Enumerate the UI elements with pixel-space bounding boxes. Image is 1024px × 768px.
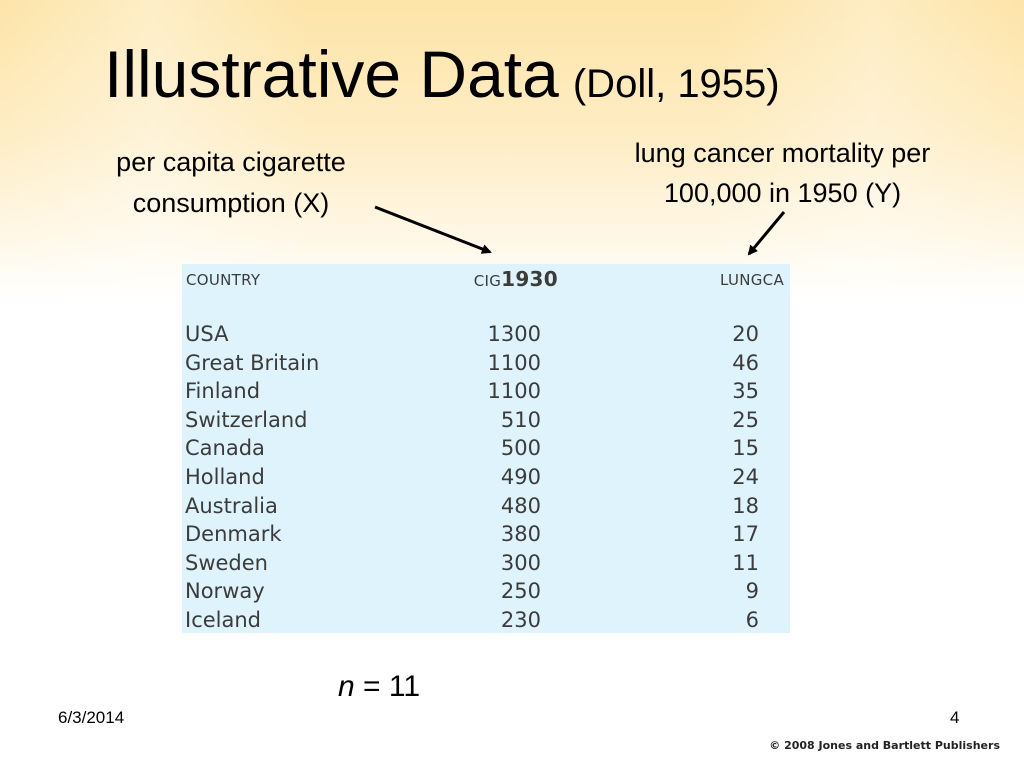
- arrow-to-cig-column: [374, 205, 492, 254]
- cell-lungca: 25: [732, 407, 759, 432]
- cell-lungca: 24: [732, 464, 759, 489]
- title-main: Illustrative Data: [104, 37, 559, 111]
- sample-size-value: = 11: [354, 670, 421, 703]
- cell-country: Sweden: [185, 550, 268, 575]
- slide-background: [0, 0, 1024, 300]
- cell-country: Switzerland: [185, 407, 308, 432]
- cell-lungca: 11: [732, 550, 759, 575]
- cell-country: Finland: [185, 379, 261, 404]
- header-country: COUNTRY: [186, 271, 261, 289]
- header-cig1930: CIG1930: [474, 267, 558, 291]
- cell-cig: 250: [500, 579, 541, 604]
- table-row: Finland 1100 35: [182, 377, 790, 406]
- table-row: Sweden 300 11: [182, 549, 790, 578]
- cell-cig: 300: [500, 550, 541, 575]
- copyright-notice: © 2008 Jones and Bartlett Publishers: [769, 739, 1000, 752]
- cell-cig: 480: [500, 493, 541, 518]
- pointer-arrows: [374, 205, 786, 256]
- cell-cig: 490: [500, 464, 541, 489]
- cell-lungca: 6: [745, 607, 759, 632]
- y-label-line-1: lung cancer mortality per: [634, 138, 931, 168]
- cell-cig: 380: [500, 522, 541, 547]
- cell-lungca: 9: [745, 579, 759, 604]
- table-row: Iceland 230 6: [182, 606, 790, 635]
- cell-cig: 500: [500, 436, 541, 461]
- header-lungca: LUNGCA: [720, 271, 784, 289]
- sample-size-label: n = 11: [338, 670, 420, 704]
- slide-page-number: 4: [950, 708, 960, 727]
- slide-background-band: [0, 0, 1024, 300]
- table-row: Holland 490 24: [182, 463, 790, 492]
- table-row: Great Britain 1100 46: [182, 349, 790, 378]
- table-body: USA 1300 20 Great Britain 1100 46 Finland 110…: [182, 320, 790, 635]
- x-label-line-1: per capita cigarette: [116, 147, 346, 177]
- cell-lungca: 15: [732, 436, 759, 461]
- table-row: Norway 250 9: [182, 577, 790, 606]
- y-label-line-2: 100,000 in 1950 (Y): [663, 178, 902, 208]
- cell-lungca: 17: [732, 522, 759, 547]
- slide-date: 6/3/2014: [58, 708, 125, 727]
- table-row: USA 1300 20: [182, 320, 790, 349]
- cell-lungca: 20: [732, 322, 759, 346]
- cell-cig: 1300: [487, 322, 541, 346]
- cell-country: Norway: [185, 579, 265, 604]
- cell-country: Holland: [185, 464, 265, 489]
- cell-country: Canada: [185, 436, 265, 461]
- table-row: Australia 480 18: [182, 492, 790, 521]
- cell-cig: 1100: [487, 379, 541, 404]
- table-row: Denmark 380 17: [182, 520, 790, 549]
- cell-country: Iceland: [185, 607, 262, 632]
- table-row: Switzerland 510 25: [182, 406, 790, 435]
- title-citation: (Doll, 1955): [572, 62, 780, 106]
- table-row: Canada 500 15: [182, 434, 790, 463]
- cell-lungca: 46: [732, 350, 759, 375]
- cell-cig: 1100: [487, 350, 541, 375]
- cell-lungca: 18: [732, 493, 759, 518]
- slide-title: Illustrative Data (Doll, 1955): [104, 36, 780, 112]
- header-cig-prefix: CIG: [473, 272, 502, 290]
- cell-country: USA: [185, 322, 229, 346]
- sample-size-variable: n: [338, 670, 355, 703]
- cell-cig: 230: [500, 607, 541, 632]
- cell-country: Great Britain: [185, 350, 320, 375]
- cell-country: Australia: [185, 493, 278, 518]
- header-cig-year: 1930: [501, 267, 558, 291]
- arrow-to-lungca-column: [747, 211, 786, 256]
- cell-lungca: 35: [732, 379, 759, 404]
- y-variable-label: lung cancer mortality per 100,000 in 195…: [580, 133, 985, 213]
- data-table: COUNTRY CIG1930 LUNGCA USA 1300 20 Great B…: [182, 264, 790, 633]
- x-label-line-2: consumption (X): [132, 188, 330, 218]
- cell-cig: 510: [500, 407, 541, 432]
- cell-country: Denmark: [185, 522, 282, 547]
- x-variable-label: per capita cigarette consumption (X): [66, 142, 396, 224]
